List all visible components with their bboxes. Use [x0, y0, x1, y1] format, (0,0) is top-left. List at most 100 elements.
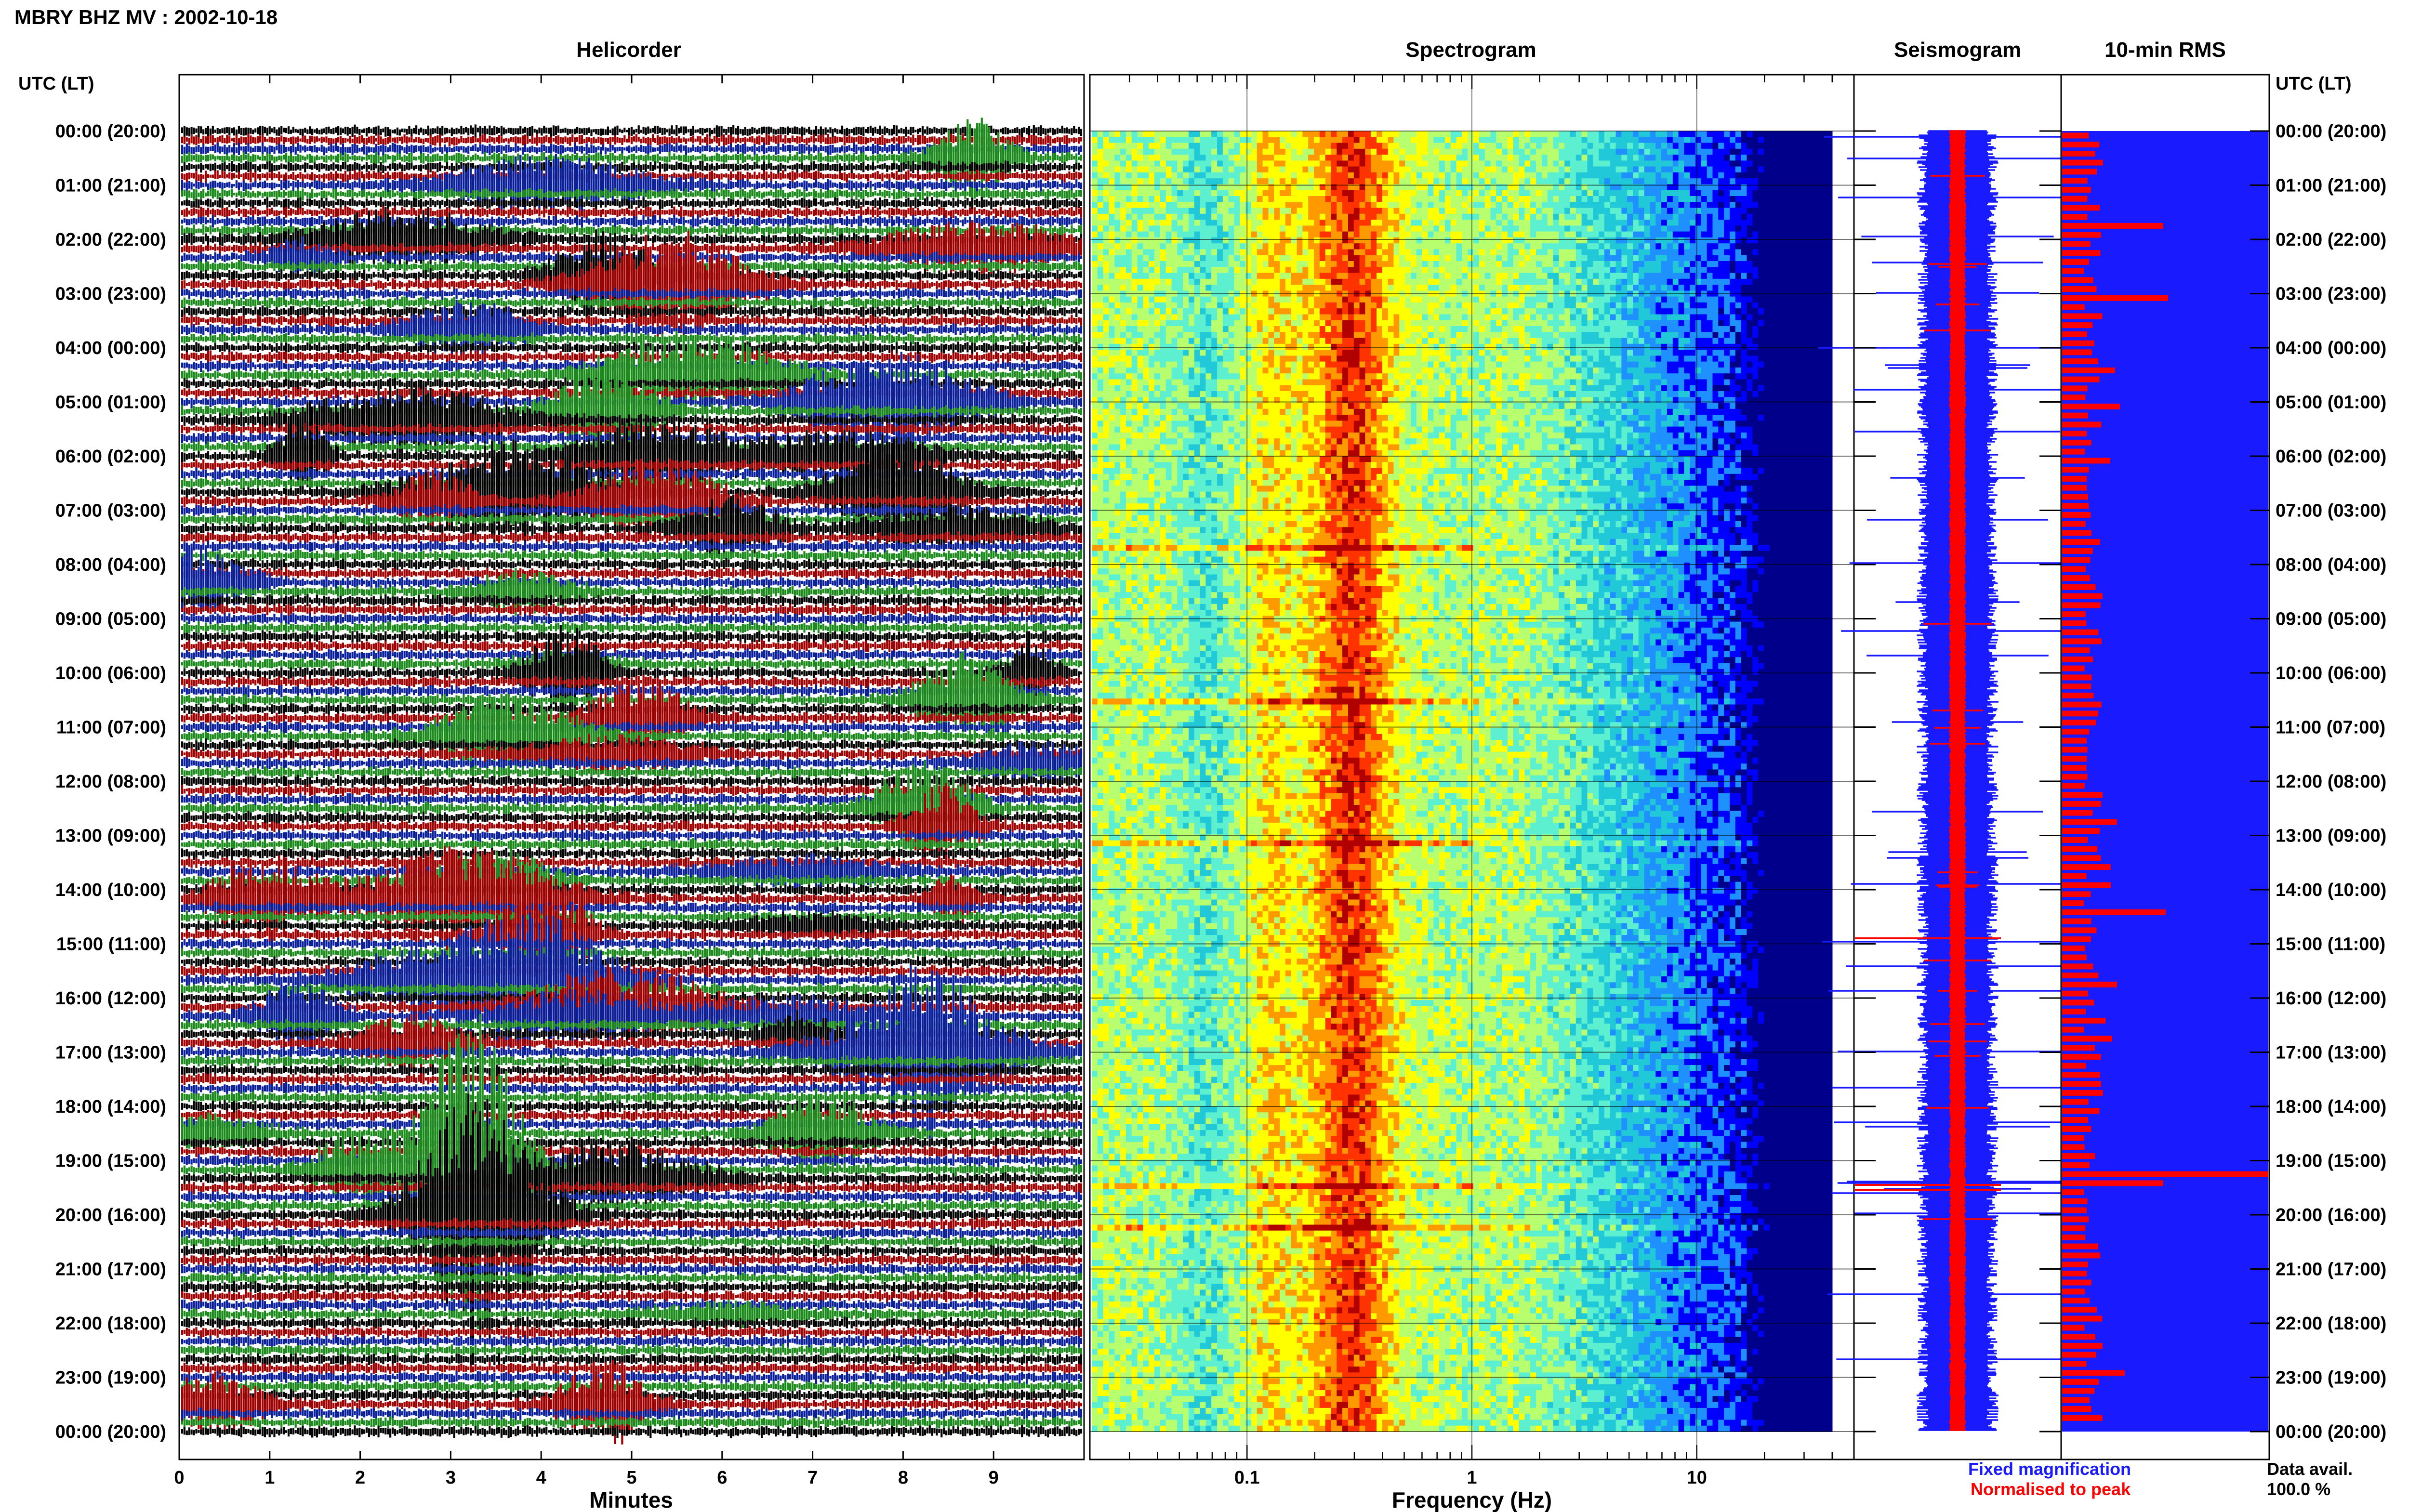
spectrogram-cell	[1189, 220, 1195, 226]
spectrogram-cell	[1564, 196, 1571, 202]
spectrogram-cell	[1154, 131, 1161, 137]
spectrogram-cell	[1445, 131, 1451, 137]
spectrogram-cell	[1422, 250, 1429, 256]
spectrogram-cell	[1758, 220, 1764, 226]
spectrogram-cell	[1439, 243, 1445, 250]
spectrogram-cell	[1524, 214, 1531, 220]
spectrogram-cell	[1138, 208, 1144, 214]
spectrogram-cell	[1616, 232, 1622, 238]
spectrogram-cell	[1263, 143, 1269, 149]
spectrogram-cell	[1456, 250, 1463, 256]
spectrogram-cell	[1172, 196, 1178, 202]
spectrogram-cell	[1200, 172, 1206, 179]
spectrogram-cell	[1405, 137, 1411, 143]
spectrogram-cell	[1154, 143, 1161, 149]
spectrogram-cell	[1650, 225, 1656, 232]
spectrogram-cell	[1109, 131, 1115, 137]
spectrogram-cell	[1229, 202, 1235, 208]
spectrogram-cell	[1496, 255, 1502, 262]
spectrogram-cell	[1644, 237, 1651, 244]
spectrogram-cell	[1496, 267, 1502, 273]
spectrogram-cell	[1120, 149, 1126, 155]
spectrogram-cell	[1553, 285, 1560, 291]
spectrogram-cell	[1166, 196, 1172, 202]
spectrogram-cell	[1604, 178, 1611, 184]
spectrogram-cell	[1570, 250, 1576, 256]
spectrogram-cell	[1456, 220, 1463, 226]
spectrogram-cell	[1758, 196, 1764, 202]
spectrogram-cell	[1542, 202, 1548, 208]
spectrogram-cell	[1707, 225, 1713, 232]
spectrogram-cell	[1109, 267, 1115, 273]
spectrogram-cell	[1365, 261, 1371, 267]
spectrogram-cell	[1462, 208, 1468, 214]
spectrogram-cell	[1752, 137, 1759, 143]
spectrogram-cell	[1479, 267, 1485, 273]
spectrogram-cell	[1354, 237, 1360, 244]
spectrogram-cell	[1690, 232, 1696, 238]
spectrogram-cell	[1297, 220, 1303, 226]
spectrogram-cell	[1149, 178, 1155, 184]
spectrogram-cell	[1132, 160, 1138, 167]
spectrogram-cell	[1758, 190, 1764, 197]
spectrogram-cell	[1718, 172, 1724, 179]
spectrogram-cell	[1098, 131, 1104, 137]
spectrogram-cell	[1730, 285, 1736, 291]
spectrogram-cell	[1445, 279, 1451, 285]
spectrogram-cell	[1297, 225, 1303, 232]
spectrogram-cell	[1382, 167, 1389, 173]
spectrogram-cell	[1092, 172, 1098, 179]
spectrogram-cell	[1542, 243, 1548, 250]
spectrogram-cell	[1428, 155, 1434, 161]
spectrogram-cell	[1679, 131, 1685, 137]
spectrogram-cell	[1530, 160, 1536, 167]
spectrogram-cell	[1713, 225, 1719, 232]
spectrogram-cell	[1781, 214, 1787, 220]
spectrogram-cell	[1456, 237, 1463, 244]
spectrogram-cell	[1741, 214, 1747, 220]
spectrogram-cell	[1570, 196, 1576, 202]
spectrogram-cell	[1827, 273, 1833, 279]
helicorder-x-tick-label: 9	[989, 1468, 999, 1488]
spectrogram-cell	[1519, 208, 1525, 214]
spectrogram-cell	[1473, 225, 1480, 232]
spectrogram-cell	[1223, 297, 1229, 303]
spectrogram-cell	[1160, 172, 1166, 179]
spectrogram-cell	[1707, 279, 1713, 285]
spectrogram-cell	[1735, 232, 1742, 238]
spectrogram-cell	[1781, 250, 1787, 256]
spectrogram-cell	[1707, 190, 1713, 197]
spectrogram-cell	[1701, 190, 1707, 197]
spectrogram-cell	[1189, 190, 1195, 197]
spectrogram-cell	[1582, 178, 1588, 184]
spectrogram-cell	[1644, 190, 1651, 197]
spectrogram-cell	[1821, 267, 1827, 273]
spectrogram-cell	[1548, 273, 1554, 279]
spectrogram-cell	[1576, 190, 1582, 197]
spectrogram-cell	[1588, 167, 1594, 173]
spectrogram-cell	[1485, 279, 1491, 285]
spectrogram-cell	[1126, 279, 1132, 285]
spectrogram-cell	[1245, 273, 1252, 279]
spectrogram-cell	[1787, 267, 1793, 273]
spectrogram-cell	[1331, 172, 1337, 179]
spectrogram-cell	[1092, 243, 1098, 250]
spectrogram-cell	[1149, 137, 1155, 143]
spectrogram-cell	[1320, 243, 1326, 250]
spectrogram-cell	[1701, 225, 1707, 232]
spectrogram-cell	[1650, 208, 1656, 214]
spectrogram-cell	[1502, 131, 1508, 137]
spectrogram-cell	[1633, 131, 1639, 137]
spectrogram-cell	[1781, 255, 1787, 262]
spectrogram-cell	[1473, 137, 1480, 143]
spectrogram-cell	[1399, 190, 1405, 197]
spectrogram-cell	[1542, 220, 1548, 226]
spectrogram-cell	[1451, 196, 1457, 202]
spectrogram-cell	[1143, 225, 1149, 232]
spectrogram-cell	[1143, 255, 1149, 262]
spectrogram-cell	[1530, 255, 1536, 262]
spectrogram-cell	[1189, 232, 1195, 238]
spectrogram-cell	[1747, 255, 1753, 262]
spectrogram-cell	[1154, 149, 1161, 155]
spectrogram-cell	[1342, 167, 1349, 173]
